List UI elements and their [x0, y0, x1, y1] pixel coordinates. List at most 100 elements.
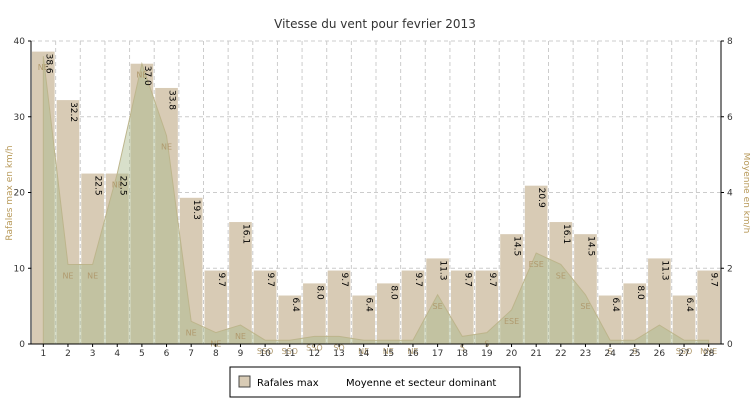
- sector-label-2: NE: [62, 271, 73, 280]
- x-tick-label-25: 25: [629, 349, 640, 359]
- sector-label-18: S: [460, 343, 465, 352]
- left-tick-label: 30: [14, 113, 26, 123]
- bar-value-label-13: 9.7: [339, 273, 349, 287]
- x-tick-label-21: 21: [530, 349, 541, 359]
- x-tick-label-6: 6: [164, 349, 170, 359]
- sector-label-7: NE: [186, 328, 197, 337]
- bar-value-label-23: 14.5: [585, 236, 595, 256]
- bar-16: [401, 270, 425, 344]
- sector-label-27: SSO: [676, 347, 692, 356]
- x-tick-label-12: 12: [309, 349, 320, 359]
- x-tick-label-23: 23: [580, 349, 591, 359]
- x-tick-label-24: 24: [604, 349, 616, 359]
- x-tick-label-15: 15: [383, 349, 394, 359]
- bar-22: [549, 222, 573, 344]
- bar-value-label-11: 6.4: [290, 298, 300, 313]
- bar-28: [697, 270, 720, 344]
- bar-6: [155, 87, 178, 344]
- bar-value-label-20: 14.5: [512, 236, 522, 256]
- sector-label-20: ESE: [504, 317, 519, 326]
- bar-26: [648, 258, 671, 344]
- left-tick-label: 20: [14, 189, 26, 199]
- sector-label-25: S: [632, 347, 637, 356]
- bar-12: [303, 283, 326, 344]
- bar-value-label-3: 22.5: [93, 176, 103, 196]
- sector-label-14: NE: [358, 347, 369, 356]
- right-tick-label: 4: [727, 189, 733, 199]
- y-axis-right-label: Moyenne en km/h: [741, 153, 750, 234]
- bar-series: [32, 51, 720, 345]
- x-tick-label-4: 4: [114, 349, 120, 359]
- x-tick-label-20: 20: [506, 349, 518, 359]
- bar-value-label-16: 9.7: [413, 273, 423, 287]
- sector-label-1: NE: [38, 63, 49, 72]
- bar-23: [574, 234, 597, 344]
- sector-label-17: SE: [433, 302, 443, 311]
- sector-label-3: NE: [87, 271, 98, 280]
- x-tick-label-9: 9: [238, 349, 244, 359]
- bar-value-label-22: 16.1: [561, 224, 571, 244]
- x-tick-label-2: 2: [65, 349, 71, 359]
- x-tick-label-27: 27: [678, 349, 689, 359]
- sector-label-13: SO: [333, 343, 344, 352]
- sector-label-21: ESE: [529, 260, 544, 269]
- right-axis-ticks: 0 2 4 6 8: [721, 37, 733, 350]
- x-tick-label-1: 1: [40, 349, 46, 359]
- bar-value-label-8: 9.7: [216, 273, 226, 287]
- bar-value-label-12: 8.0: [314, 285, 324, 300]
- area-moyenne: [42, 56, 710, 345]
- chart-title: Vitesse du vent pour fevrier 2013: [274, 17, 476, 31]
- sector-label-5: NE: [136, 71, 147, 80]
- sector-label-10: SSO: [257, 347, 273, 356]
- bar-value-label-17: 11.3: [438, 260, 448, 280]
- bar-24: [598, 295, 622, 344]
- x-tick-label-13: 13: [333, 349, 344, 359]
- legend: Rafales max Moyenne et secteur dominant: [229, 366, 521, 398]
- bar-7: [179, 197, 203, 344]
- bar-21: [524, 185, 548, 344]
- area-series: [42, 56, 710, 345]
- bar-value-label-24: 6.4: [610, 298, 620, 313]
- sector-label-15: NE: [383, 347, 394, 356]
- left-tick-label: 40: [14, 37, 26, 47]
- sector-label-4: NE: [112, 181, 123, 190]
- bar-8: [204, 270, 228, 344]
- bar-2: [56, 100, 80, 345]
- sector-label-23: SE: [580, 302, 590, 311]
- x-tick-label-10: 10: [259, 349, 271, 359]
- bar-20: [500, 234, 523, 344]
- bar-value-label-6: 33.8: [167, 90, 177, 110]
- bar-13: [327, 270, 351, 344]
- bar-10: [253, 270, 277, 344]
- right-tick-label: 0: [727, 340, 733, 350]
- x-tick-label-26: 26: [654, 349, 666, 359]
- bar-value-label-26: 11.3: [659, 260, 669, 280]
- sector-label-11: SSO: [282, 347, 298, 356]
- x-tick-label-8: 8: [213, 349, 219, 359]
- sector-label-6: NE: [161, 143, 172, 152]
- legend-label-rafales: Rafales max: [257, 378, 319, 389]
- bar-value-label-25: 8.0: [635, 285, 645, 300]
- bar-3: [81, 173, 104, 344]
- bar-25: [623, 283, 647, 344]
- bar-18: [450, 270, 474, 344]
- sector-label-24: S: [608, 347, 613, 356]
- right-tick-label: 2: [727, 264, 733, 274]
- left-tick-label: 10: [14, 264, 26, 274]
- bar-value-label-1: 38.6: [43, 54, 53, 74]
- bar-value-label-15: 8.0: [388, 285, 398, 300]
- bar-15: [377, 283, 400, 344]
- bar-value-label-2: 32.2: [68, 102, 78, 122]
- x-axis-ticks: 1 2 3 4 5 6 7 8 9 10 11 12 13 14 15 16 17 18 19 20 21 22 23 24 2…: [40, 344, 715, 359]
- bar-17: [426, 258, 449, 344]
- bar-27: [672, 295, 696, 344]
- bar-value-label-18: 9.7: [462, 273, 472, 287]
- bar-value-label-27: 6.4: [684, 298, 694, 313]
- sector-label-28: NNE: [700, 347, 717, 356]
- bar-19: [475, 270, 499, 344]
- sector-label-9: NE: [235, 332, 246, 341]
- bar-14: [352, 295, 375, 344]
- bar-value-label-7: 19.3: [191, 200, 201, 220]
- bar-4: [105, 173, 129, 344]
